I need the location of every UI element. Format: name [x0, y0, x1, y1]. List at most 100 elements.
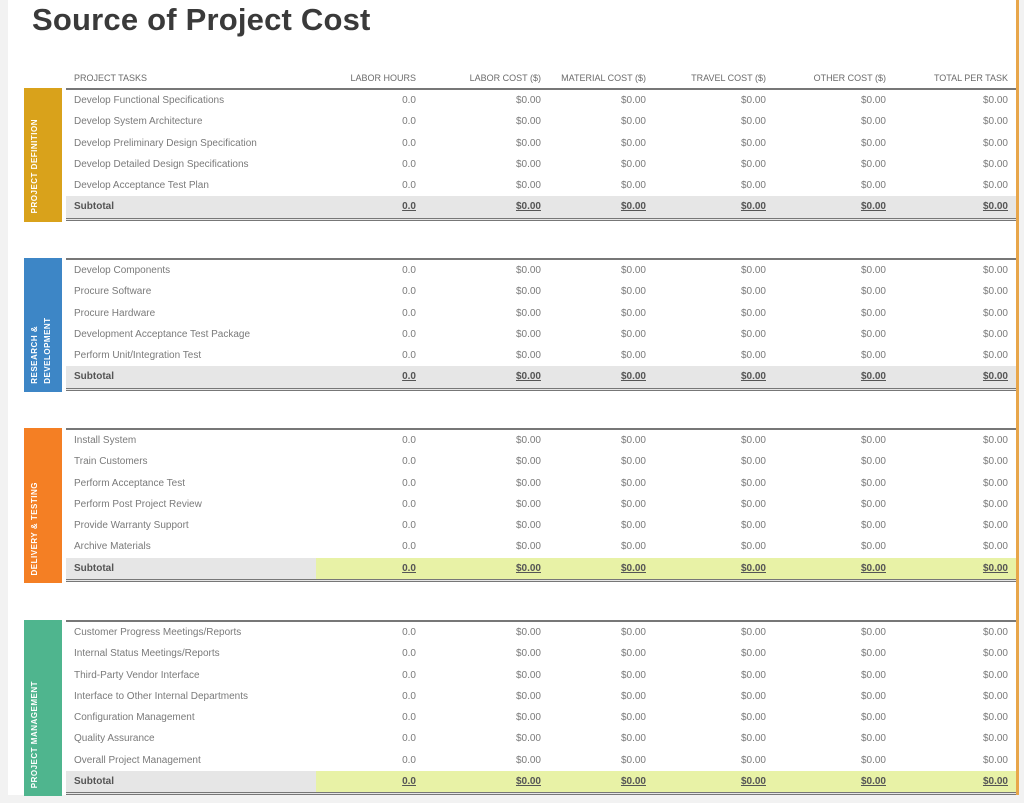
- table-row[interactable]: Install System 0.0 $0.00 $0.00 $0.00 $0.00 $0.…: [66, 430, 1016, 451]
- task-name-cell: Develop Components: [74, 265, 171, 276]
- column-header-other-cost: OTHER COST ($): [813, 73, 886, 83]
- other-cell: $0.00: [860, 456, 886, 468]
- table-row[interactable]: Procure Hardware 0.0 $0.00 $0.00 $0.00 $0.00 $…: [66, 303, 1016, 324]
- subtotal-row[interactable]: Subtotal 0.0 $0.00 $0.00 $0.00 $0.00 $0.00: [66, 366, 1016, 391]
- total-cell: $0.00: [982, 201, 1008, 213]
- total-cell: $0.00: [982, 627, 1008, 638]
- material-cell: $0.00: [620, 648, 646, 660]
- travel-cell: $0.00: [740, 265, 766, 276]
- page-title: Source of Project Cost: [32, 2, 371, 37]
- task-name-cell: Development Acceptance Test Package: [74, 328, 251, 340]
- other-cell: $0.00: [860, 733, 886, 745]
- task-name-cell: Develop Preliminary Design Specification: [74, 137, 257, 149]
- other-cell: $0.00: [860, 669, 886, 681]
- total-cell: $0.00: [982, 562, 1008, 574]
- task-name-cell: Develop Functional Specifications: [74, 95, 225, 106]
- table-row[interactable]: Internal Status Meetings/Reports 0.0 $0.00…: [66, 643, 1016, 664]
- material-cell: $0.00: [620, 137, 646, 149]
- table-row[interactable]: Train Customers 0.0 $0.00 $0.00 $0.00 $0.00 $0…: [66, 451, 1016, 472]
- travel-cell: $0.00: [740, 307, 766, 319]
- table-row[interactable]: Develop System Architecture 0.0 $0.00 $0.00…: [66, 111, 1016, 132]
- table-row[interactable]: Interface to Other Internal Departments 0…: [66, 686, 1016, 707]
- other-cell: $0.00: [860, 265, 886, 276]
- total-cell: $0.00: [982, 498, 1008, 510]
- labor-cell: $0.00: [515, 307, 541, 319]
- total-cell: $0.00: [982, 371, 1008, 383]
- total-cell: $0.00: [982, 776, 1008, 788]
- total-cell: $0.00: [982, 180, 1008, 192]
- other-cell: $0.00: [860, 371, 886, 383]
- task-name-cell: Procure Hardware: [74, 307, 156, 319]
- task-name-cell: Procure Software: [74, 286, 152, 298]
- section-2: Research & Development Develop Components…: [16, 258, 1016, 392]
- labor-cell: $0.00: [515, 690, 541, 702]
- material-cell: $0.00: [620, 456, 646, 468]
- total-cell: $0.00: [982, 690, 1008, 702]
- table-row[interactable]: Archive Materials 0.0 $0.00 $0.00 $0.00 $0.00…: [66, 536, 1016, 557]
- task-table: Customer Progress Meetings/Reports 0.0 $0.…: [66, 620, 1016, 796]
- task-name-cell: Overall Project Management: [74, 754, 201, 766]
- total-cell: $0.00: [982, 158, 1008, 170]
- subtotal-row[interactable]: Subtotal 0.0 $0.00 $0.00 $0.00 $0.00 $0.00: [66, 196, 1016, 221]
- material-cell: $0.00: [620, 265, 646, 276]
- hours-cell: 0.0: [402, 435, 416, 446]
- task-table: Develop Components 0.0 $0.00 $0.00 $0.00 $0.0…: [66, 258, 1016, 391]
- table-row[interactable]: Configuration Management 0.0 $0.00 $0.00 $0.…: [66, 707, 1016, 728]
- table-row[interactable]: Customer Progress Meetings/Reports 0.0 $0.…: [66, 622, 1016, 643]
- table-row[interactable]: Overall Project Management 0.0 $0.00 $0.00 $…: [66, 750, 1016, 771]
- phase-band: Delivery & Testing: [24, 428, 62, 584]
- total-cell: $0.00: [982, 286, 1008, 298]
- other-cell: $0.00: [860, 520, 886, 532]
- table-row[interactable]: Third-Party Vendor Interface 0.0 $0.00 $0.0…: [66, 665, 1016, 686]
- table-row[interactable]: Develop Detailed Design Specifications 0.…: [66, 154, 1016, 175]
- subtotal-highlight: [316, 557, 1016, 580]
- travel-cell: $0.00: [740, 648, 766, 660]
- phase-label: Project Management: [30, 681, 39, 789]
- other-cell: $0.00: [860, 201, 886, 213]
- task-name-cell: Subtotal: [74, 371, 114, 383]
- task-name-cell: Subtotal: [74, 562, 114, 574]
- total-cell: $0.00: [982, 541, 1008, 553]
- material-cell: $0.00: [620, 541, 646, 553]
- labor-cell: $0.00: [515, 498, 541, 510]
- table-row[interactable]: Develop Components 0.0 $0.00 $0.00 $0.00 $0.0…: [66, 260, 1016, 281]
- table-row[interactable]: Develop Acceptance Test Plan 0.0 $0.00 $0.0…: [66, 175, 1016, 196]
- other-cell: $0.00: [860, 180, 886, 192]
- table-row[interactable]: Provide Warranty Support 0.0 $0.00 $0.00 $0.…: [66, 515, 1016, 536]
- labor-cell: $0.00: [515, 95, 541, 106]
- material-cell: $0.00: [620, 116, 646, 128]
- table-row[interactable]: Procure Software 0.0 $0.00 $0.00 $0.00 $0.00 $…: [66, 281, 1016, 302]
- subtotal-highlight: [316, 771, 1016, 793]
- travel-cell: $0.00: [740, 754, 766, 766]
- total-cell: $0.00: [982, 733, 1008, 745]
- table-row[interactable]: Perform Post Project Review 0.0 $0.00 $0.00…: [66, 494, 1016, 515]
- travel-cell: $0.00: [740, 712, 766, 724]
- task-name-cell: Subtotal: [74, 201, 114, 213]
- other-cell: $0.00: [860, 286, 886, 298]
- table-row[interactable]: Perform Acceptance Test 0.0 $0.00 $0.00 $0.0…: [66, 473, 1016, 494]
- hours-cell: 0.0: [402, 116, 416, 128]
- section-4: Project Management Customer Progress Meet…: [16, 620, 1016, 797]
- labor-cell: $0.00: [515, 265, 541, 276]
- material-cell: $0.00: [620, 435, 646, 446]
- subtotal-row[interactable]: Subtotal 0.0 $0.00 $0.00 $0.00 $0.00 $0.00: [66, 771, 1016, 796]
- task-name-cell: Develop Detailed Design Specifications: [74, 158, 249, 170]
- total-cell: $0.00: [982, 712, 1008, 724]
- hours-cell: 0.0: [402, 776, 416, 788]
- table-row[interactable]: Development Acceptance Test Package 0.0 $0…: [66, 324, 1016, 345]
- other-cell: $0.00: [860, 776, 886, 788]
- labor-cell: $0.00: [515, 201, 541, 213]
- table-row[interactable]: Quality Assurance 0.0 $0.00 $0.00 $0.00 $0.00…: [66, 728, 1016, 749]
- task-name-cell: Customer Progress Meetings/Reports: [74, 627, 242, 638]
- hours-cell: 0.0: [402, 520, 416, 532]
- subtotal-row[interactable]: Subtotal 0.0 $0.00 $0.00 $0.00 $0.00 $0.00: [66, 557, 1016, 583]
- table-row[interactable]: Develop Preliminary Design Specification…: [66, 133, 1016, 154]
- hours-cell: 0.0: [402, 350, 416, 362]
- total-cell: $0.00: [982, 456, 1008, 468]
- material-cell: $0.00: [620, 712, 646, 724]
- table-row[interactable]: Develop Functional Specifications 0.0 $0.0…: [66, 90, 1016, 111]
- total-cell: $0.00: [982, 477, 1008, 489]
- task-table: Develop Functional Specifications 0.0 $0.0…: [66, 88, 1016, 221]
- hours-cell: 0.0: [402, 648, 416, 660]
- table-row[interactable]: Perform Unit/Integration Test 0.0 $0.00 $0.…: [66, 345, 1016, 366]
